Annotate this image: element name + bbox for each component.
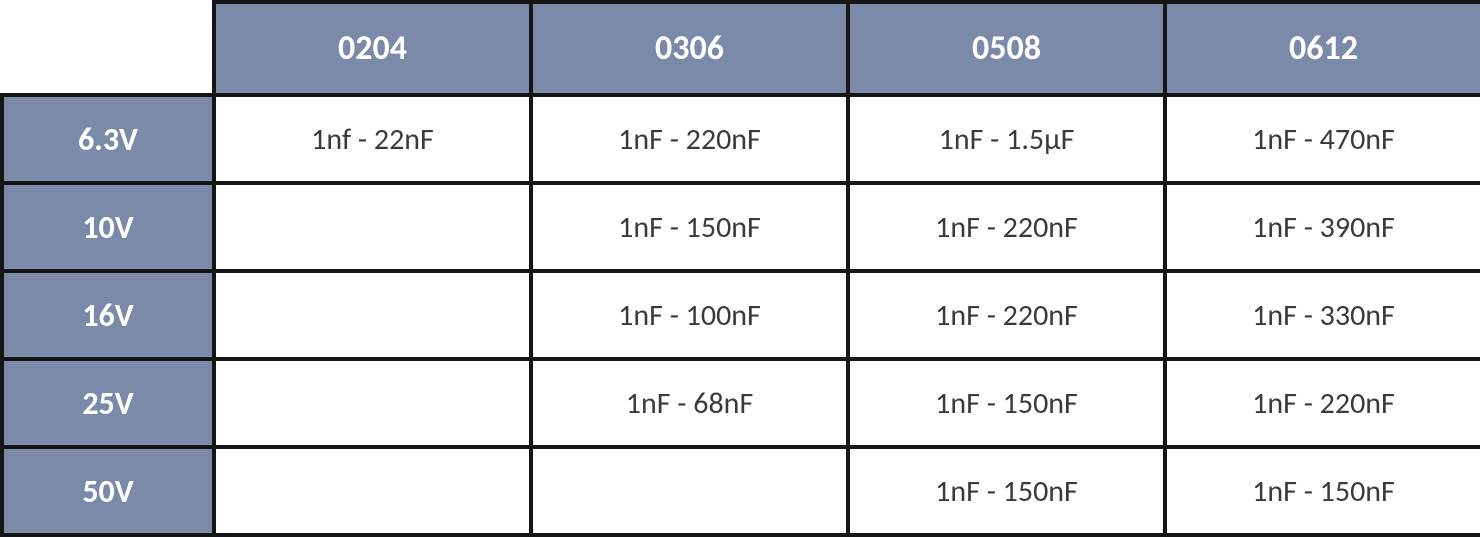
col-header: 0204 [214,2,531,95]
table-cell: 1nF - 150nF [848,359,1165,447]
table-cell [214,271,531,359]
table-cell: 1nF - 220nF [848,271,1165,359]
table-cell [531,447,848,535]
table-row: 50V 1nF - 150nF 1nF - 150nF [2,447,1480,535]
capacitance-table-container: 0204 0306 0508 0612 6.3V 1nf - 22nF 1nF … [0,0,1480,532]
table-cell: 1nF - 220nF [1165,359,1480,447]
table-header-row: 0204 0306 0508 0612 [2,2,1480,95]
table-row: 6.3V 1nf - 22nF 1nF - 220nF 1nF - 1.5µF … [2,95,1480,183]
table-corner-cell [2,2,214,95]
table-cell: 1nF - 150nF [848,447,1165,535]
col-header: 0508 [848,2,1165,95]
row-header: 25V [2,359,214,447]
table-cell: 1nF - 220nF [531,95,848,183]
row-header: 16V [2,271,214,359]
table-cell: 1nF - 470nF [1165,95,1480,183]
table-cell: 1nF - 330nF [1165,271,1480,359]
capacitance-table: 0204 0306 0508 0612 6.3V 1nf - 22nF 1nF … [0,0,1480,537]
table-cell: 1nF - 390nF [1165,183,1480,271]
table-row: 10V 1nF - 150nF 1nF - 220nF 1nF - 390nF [2,183,1480,271]
table-row: 16V 1nF - 100nF 1nF - 220nF 1nF - 330nF [2,271,1480,359]
table-cell: 1nF - 1.5µF [848,95,1165,183]
table-cell: 1nF - 220nF [848,183,1165,271]
table-cell: 1nF - 100nF [531,271,848,359]
table-cell: 1nF - 150nF [531,183,848,271]
table-cell [214,359,531,447]
table-row: 25V 1nF - 68nF 1nF - 150nF 1nF - 220nF [2,359,1480,447]
row-header: 50V [2,447,214,535]
row-header: 6.3V [2,95,214,183]
table-cell [214,447,531,535]
table-cell: 1nF - 68nF [531,359,848,447]
table-cell: 1nf - 22nF [214,95,531,183]
row-header: 10V [2,183,214,271]
table-cell [214,183,531,271]
col-header: 0306 [531,2,848,95]
col-header: 0612 [1165,2,1480,95]
table-cell: 1nF - 150nF [1165,447,1480,535]
